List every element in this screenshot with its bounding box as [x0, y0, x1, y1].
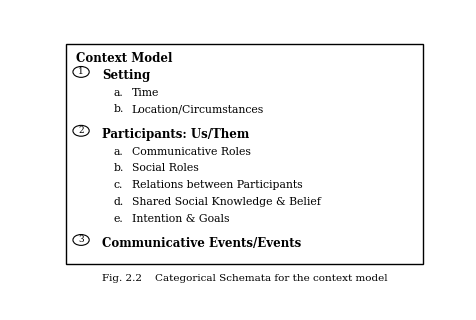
- Text: Context Model: Context Model: [76, 52, 172, 65]
- Text: 2: 2: [78, 126, 84, 135]
- FancyBboxPatch shape: [66, 44, 422, 264]
- Text: a.: a.: [113, 147, 123, 156]
- Text: b.: b.: [113, 163, 123, 173]
- Text: a.: a.: [113, 88, 123, 98]
- Text: Setting: Setting: [102, 69, 150, 82]
- Text: Location/Circumstances: Location/Circumstances: [131, 104, 263, 115]
- Text: Social Roles: Social Roles: [131, 163, 198, 173]
- Text: Participants: Us/Them: Participants: Us/Them: [102, 128, 249, 141]
- Text: d.: d.: [113, 197, 123, 207]
- Text: Communicative Roles: Communicative Roles: [131, 147, 250, 156]
- Text: Shared Social Knowledge & Belief: Shared Social Knowledge & Belief: [131, 197, 320, 207]
- Text: b.: b.: [113, 104, 123, 115]
- Text: c.: c.: [113, 180, 122, 190]
- Text: Intention & Goals: Intention & Goals: [131, 213, 229, 224]
- Text: Relations between Participants: Relations between Participants: [131, 180, 302, 190]
- Text: 1: 1: [78, 68, 84, 76]
- Text: Time: Time: [131, 88, 159, 98]
- Text: Communicative Events/Events: Communicative Events/Events: [102, 237, 301, 250]
- Text: 3: 3: [78, 236, 84, 244]
- Text: e.: e.: [113, 213, 123, 224]
- Text: Fig. 2.2    Categorical Schemata for the context model: Fig. 2.2 Categorical Schemata for the co…: [101, 275, 387, 284]
